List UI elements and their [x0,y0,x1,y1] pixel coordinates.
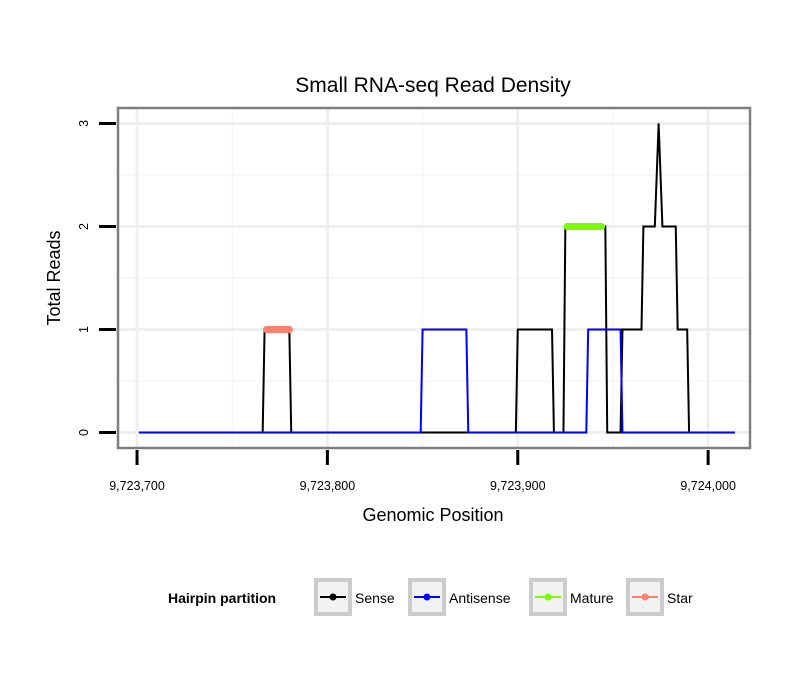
legend-key-point [423,593,431,601]
y-axis: 0 1 2 3 [77,120,116,436]
legend-label-star: Star [667,590,693,606]
x-tick-label: 9,723,900 [490,479,546,493]
x-tick-label: 9,724,000 [680,479,736,493]
x-axis: 9,723,700 9,723,800 9,723,900 9,724,000 [109,450,736,493]
y-tick-label: 0 [77,429,91,436]
chart-title: Small RNA-seq Read Density [295,74,571,97]
x-tick-label: 9,723,800 [300,479,356,493]
panel-border [116,106,752,450]
legend-label-sense: Sense [355,590,395,606]
plot-panel [116,106,752,450]
legend-title: Hairpin partition [168,590,276,606]
y-axis-title: Total Reads [44,230,64,325]
data-point-star [285,326,293,334]
legend-key-point [544,593,552,601]
x-tick-label: 9,723,700 [109,479,165,493]
data-point-mature [598,222,606,230]
legend-label-antisense: Antisense [449,590,511,606]
legend-key-point [641,593,649,601]
y-tick-label: 3 [77,120,91,127]
legend: Hairpin partition Sense Antisense Mature St… [168,578,693,616]
y-tick-label: 1 [77,326,91,333]
legend-key-point [329,593,337,601]
series-line-antisense [138,328,735,434]
y-tick-label: 2 [77,223,91,230]
legend-label-mature: Mature [570,590,614,606]
x-axis-title: Genomic Position [362,505,503,525]
